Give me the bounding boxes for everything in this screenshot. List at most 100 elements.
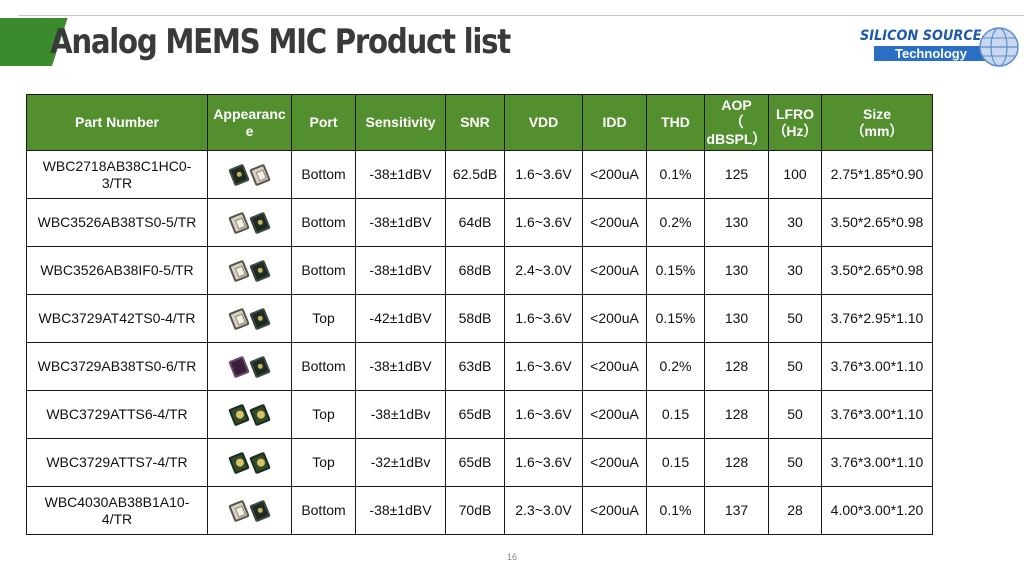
idd-cell: <200uA [582, 294, 647, 343]
sensitivity-cell: -38±1dBV [355, 150, 446, 199]
table-row: WBC3729ATTS6-4/TR Top -38±1dBv 65dB 1.6~… [26, 390, 933, 439]
appearance-cell [207, 150, 292, 199]
thd-cell: 0.15% [646, 246, 705, 295]
globe-icon [979, 27, 1019, 67]
size-cell: 3.76*2.95*1.10 [821, 294, 933, 343]
part-number-cell: WBC3729ATTS7-4/TR [26, 438, 208, 487]
lfro-cell: 30 [768, 246, 822, 295]
size-cell: 4.00*3.00*1.20 [821, 486, 933, 535]
part-number-cell: WBC3729ATTS6-4/TR [26, 390, 208, 439]
product-table: Part Number Appearance Port Sensitivity … [26, 94, 933, 535]
snr-cell: 65dB [445, 438, 505, 487]
size-cell: 3.50*2.65*0.98 [821, 246, 933, 295]
port-cell: Bottom [291, 486, 356, 535]
size-cell: 3.76*3.00*1.10 [821, 438, 933, 487]
mic-chip-image [228, 403, 250, 426]
mic-chip-image [249, 307, 271, 330]
snr-cell: 70dB [445, 486, 505, 535]
col-header-port: Port [291, 94, 356, 151]
size-cell: 3.76*3.00*1.10 [821, 390, 933, 439]
aop-cell: 125 [704, 150, 769, 199]
aop-cell: 128 [704, 438, 769, 487]
lfro-cell: 50 [768, 438, 822, 487]
sensitivity-cell: -38±1dBV [355, 198, 446, 247]
sensitivity-cell: -42±1dBV [355, 294, 446, 343]
table-row: WBC3526AB38IF0-5/TR Bottom -38±1dBV 68dB… [26, 246, 933, 295]
appearance-cell [207, 294, 292, 343]
lfro-cell: 50 [768, 390, 822, 439]
thd-cell: 0.15% [646, 294, 705, 343]
thd-cell: 0.1% [646, 486, 705, 535]
port-cell: Top [291, 294, 356, 343]
sensitivity-cell: -38±1dBv [355, 390, 446, 439]
logo-line1: SILICON SOURCE [860, 28, 982, 44]
snr-cell: 62.5dB [445, 150, 505, 199]
part-number-cell: WBC3729AB38TS0-6/TR [26, 342, 208, 391]
part-number-cell: WBC3526AB38IF0-5/TR [26, 246, 208, 295]
mic-chip-image [249, 259, 271, 282]
snr-cell: 68dB [445, 246, 505, 295]
vdd-cell: 2.4~3.0V [504, 246, 583, 295]
mic-chip-image [249, 499, 271, 522]
vdd-cell: 1.6~3.6V [504, 150, 583, 199]
appearance-cell [207, 390, 292, 439]
size-cell: 2.75*1.85*0.90 [821, 150, 933, 199]
thd-cell: 0.2% [646, 198, 705, 247]
appearance-cell [207, 246, 292, 295]
aop-cell: 128 [704, 342, 769, 391]
vdd-cell: 1.6~3.6V [504, 294, 583, 343]
port-cell: Top [291, 390, 356, 439]
col-header-thd: THD [646, 94, 705, 151]
logo-line2: Technology [874, 46, 988, 61]
port-cell: Bottom [291, 198, 356, 247]
col-header-idd: IDD [582, 94, 647, 151]
thd-cell: 0.15 [646, 390, 705, 439]
lfro-cell: 50 [768, 342, 822, 391]
idd-cell: <200uA [582, 198, 647, 247]
lfro-cell: 28 [768, 486, 822, 535]
thd-cell: 0.15 [646, 438, 705, 487]
aop-cell: 137 [704, 486, 769, 535]
mic-chip-image [228, 163, 250, 186]
mic-chip-image [228, 211, 250, 234]
idd-cell: <200uA [582, 486, 647, 535]
vdd-cell: 1.6~3.6V [504, 198, 583, 247]
idd-cell: <200uA [582, 438, 647, 487]
lfro-cell: 50 [768, 294, 822, 343]
snr-cell: 58dB [445, 294, 505, 343]
sensitivity-cell: -32±1dBv [355, 438, 446, 487]
vdd-cell: 1.6~3.6V [504, 438, 583, 487]
mic-chip-image [249, 211, 271, 234]
table-row: WBC3729AT42TS0-4/TR Top -42±1dBV 58dB 1.… [26, 294, 933, 343]
mic-chip-image [249, 355, 271, 378]
col-header-vdd: VDD [504, 94, 583, 151]
size-cell: 3.76*3.00*1.10 [821, 342, 933, 391]
top-rule [18, 15, 1024, 16]
col-header-appearance: Appearance [207, 94, 292, 151]
vdd-cell: 1.6~3.6V [504, 390, 583, 439]
part-number-cell: WBC4030AB38B1A10-4/TR [26, 486, 208, 535]
col-header-size: Size （mm） [821, 94, 933, 151]
mic-chip-image [228, 259, 250, 282]
sensitivity-cell: -38±1dBV [355, 246, 446, 295]
table-row: WBC3526AB38TS0-5/TR Bottom -38±1dBV 64dB… [26, 198, 933, 247]
size-cell: 3.50*2.65*0.98 [821, 198, 933, 247]
idd-cell: <200uA [582, 246, 647, 295]
part-number-cell: WBC2718AB38C1HC0-3/TR [26, 150, 208, 199]
thd-cell: 0.2% [646, 342, 705, 391]
appearance-cell [207, 486, 292, 535]
table-row: WBC2718AB38C1HC0-3/TR Bottom -38±1dBV 62… [26, 150, 933, 199]
col-header-sensitivity: Sensitivity [355, 94, 446, 151]
aop-cell: 130 [704, 294, 769, 343]
company-logo: SILICON SOURCE Technology [858, 24, 1020, 70]
snr-cell: 64dB [445, 198, 505, 247]
sensitivity-cell: -38±1dBV [355, 486, 446, 535]
mic-chip-image [228, 307, 250, 330]
page-title: Analog MEMS MIC Product list [50, 22, 511, 62]
mic-chip-image [228, 499, 250, 522]
part-number-cell: WBC3526AB38TS0-5/TR [26, 198, 208, 247]
col-header-lfro: LFRO （Hz） [768, 94, 822, 151]
appearance-cell [207, 198, 292, 247]
part-number-cell: WBC3729AT42TS0-4/TR [26, 294, 208, 343]
mic-chip-image [228, 355, 250, 378]
